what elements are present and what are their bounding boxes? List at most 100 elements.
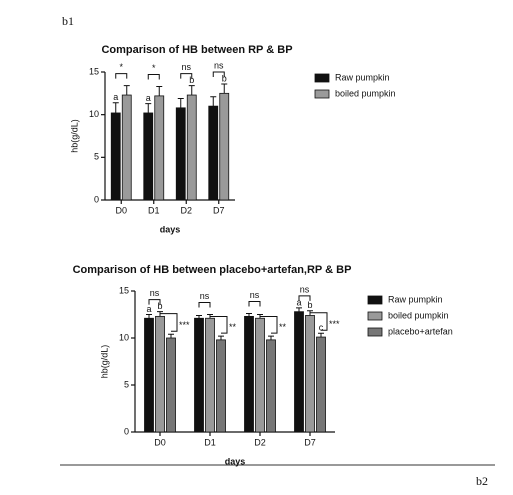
chart-title: Comparison of HB between RP & BP <box>101 44 292 56</box>
significance-label: *** <box>329 319 340 329</box>
bar <box>194 317 204 433</box>
error-bar <box>246 313 252 317</box>
significance-bracket <box>180 73 193 79</box>
error-bar <box>268 335 274 340</box>
significance-label: ** <box>229 322 237 332</box>
bar <box>216 339 226 433</box>
error-bar <box>210 96 217 107</box>
legend-label: boiled pumpkin <box>335 88 396 98</box>
y-tick-label: 10 <box>119 332 129 342</box>
y-tick-label: 10 <box>89 109 99 119</box>
y-axis-label: hb(g/dL) <box>69 119 79 153</box>
error-bar <box>177 97 184 108</box>
bar <box>208 105 219 201</box>
y-tick-label: 15 <box>119 285 129 295</box>
figure-label: b2 <box>476 474 488 488</box>
bar <box>305 315 315 433</box>
group-letter: c <box>319 323 324 333</box>
x-tick-label: D7 <box>213 205 225 215</box>
legend-label: Raw pumpkin <box>388 294 443 304</box>
bar <box>144 317 154 433</box>
bar <box>155 315 165 433</box>
group-letter: a <box>146 304 151 314</box>
error-bar <box>296 307 302 312</box>
significance-bracket <box>259 316 278 334</box>
x-tick-label: D2 <box>180 205 192 215</box>
significance-bracket <box>309 312 328 331</box>
y-axis-label: hb(g/dL) <box>99 345 109 379</box>
legend-swatch <box>367 327 383 337</box>
bar <box>143 112 154 201</box>
legend-label: boiled pumpkin <box>388 310 449 320</box>
bar <box>244 315 254 433</box>
bar <box>294 311 304 433</box>
group-letter: a <box>113 92 118 102</box>
significance-bracket <box>298 295 311 301</box>
chart-title: Comparison of HB between placebo+artefan… <box>73 264 352 276</box>
legend-swatch <box>367 295 383 305</box>
x-tick-label: D1 <box>148 205 160 215</box>
x-axis-label: days <box>225 456 246 466</box>
bar <box>121 94 132 201</box>
x-axis-label: days <box>160 224 181 234</box>
legend-label: placebo+artefan <box>388 326 453 336</box>
y-tick-label: 0 <box>124 426 129 436</box>
significance-label: * <box>152 63 156 73</box>
error-bar <box>188 85 195 96</box>
error-bar <box>112 102 119 113</box>
bar <box>219 92 230 201</box>
error-bar <box>196 314 202 319</box>
significance-bracket <box>147 74 160 80</box>
group-letter: a <box>146 93 151 103</box>
significance-label: ns <box>181 62 191 72</box>
bar <box>205 317 215 433</box>
y-tick-label: 5 <box>124 379 129 389</box>
significance-label: ns <box>214 60 224 70</box>
x-tick-label: D1 <box>204 437 216 447</box>
error-bar <box>318 332 324 338</box>
bar <box>166 337 176 433</box>
bar <box>186 94 197 201</box>
significance-label: ns <box>200 291 210 301</box>
significance-label: ns <box>250 290 260 300</box>
figure-label: b1 <box>62 14 74 28</box>
error-bar <box>221 83 228 94</box>
group-letter: b <box>157 301 162 311</box>
significance-label: ns <box>150 288 160 298</box>
bar <box>316 336 326 433</box>
significance-label: ns <box>300 284 310 294</box>
significance-bracket <box>209 316 228 334</box>
group-letter: b <box>189 75 194 85</box>
error-bar <box>123 85 130 96</box>
error-bar <box>156 86 163 96</box>
bar <box>110 112 121 201</box>
x-tick-label: D2 <box>254 437 266 447</box>
error-bar <box>145 103 152 113</box>
error-bar <box>146 314 152 319</box>
error-bar <box>168 333 174 338</box>
significance-label: *** <box>179 320 190 330</box>
y-tick-label: 15 <box>89 66 99 76</box>
x-tick-label: D0 <box>115 205 127 215</box>
legend-swatch <box>314 73 330 83</box>
y-tick-label: 0 <box>94 194 99 204</box>
legend-swatch <box>367 311 383 321</box>
significance-bracket <box>115 73 128 79</box>
error-bar <box>218 335 224 340</box>
group-letter: b <box>222 73 227 83</box>
bar <box>266 339 276 433</box>
bar <box>154 95 165 201</box>
legend-swatch <box>314 89 330 99</box>
significance-bracket <box>148 299 161 305</box>
y-tick-label: 5 <box>94 152 99 162</box>
significance-bracket <box>159 313 178 332</box>
x-tick-label: D0 <box>154 437 166 447</box>
legend-label: Raw pumpkin <box>335 72 390 82</box>
x-tick-label: D7 <box>304 437 316 447</box>
group-letter: b <box>307 300 312 310</box>
significance-bracket <box>198 302 211 308</box>
bar <box>255 317 265 433</box>
significance-bracket <box>248 301 261 307</box>
significance-bracket <box>212 71 225 77</box>
